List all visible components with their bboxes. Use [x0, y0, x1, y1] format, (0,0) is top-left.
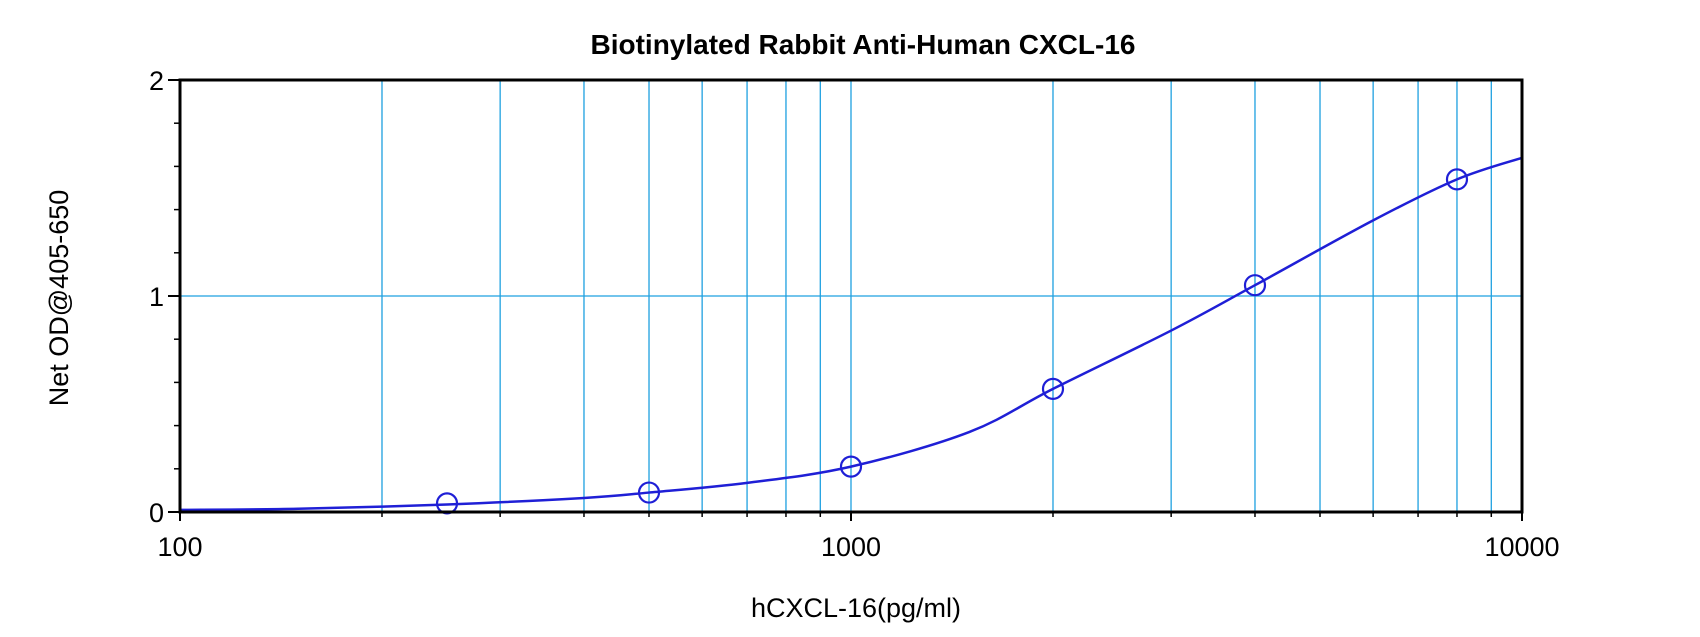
data-point: [839, 455, 863, 478]
y-tick-label: 1: [149, 282, 164, 312]
chart-title: Biotinylated Rabbit Anti-Human CXCL-16: [591, 29, 1136, 60]
data-point: [1445, 168, 1469, 191]
y-tick-label: 0: [149, 498, 164, 528]
data-point: [1243, 274, 1267, 297]
fit-curve-line: [179, 156, 1523, 512]
x-tick-label: 10000: [1484, 532, 1559, 562]
y-tick-label: 2: [149, 66, 164, 96]
y-axis-label: Net OD@405-650: [44, 190, 74, 407]
x-tick-label: 1000: [821, 532, 881, 562]
x-tick-label: 100: [157, 532, 202, 562]
data-point: [1041, 377, 1065, 400]
data-point: [637, 481, 661, 504]
plot-frame: [178, 78, 1524, 514]
x-axis-label: hCXCL-16(pg/ml): [751, 593, 961, 623]
